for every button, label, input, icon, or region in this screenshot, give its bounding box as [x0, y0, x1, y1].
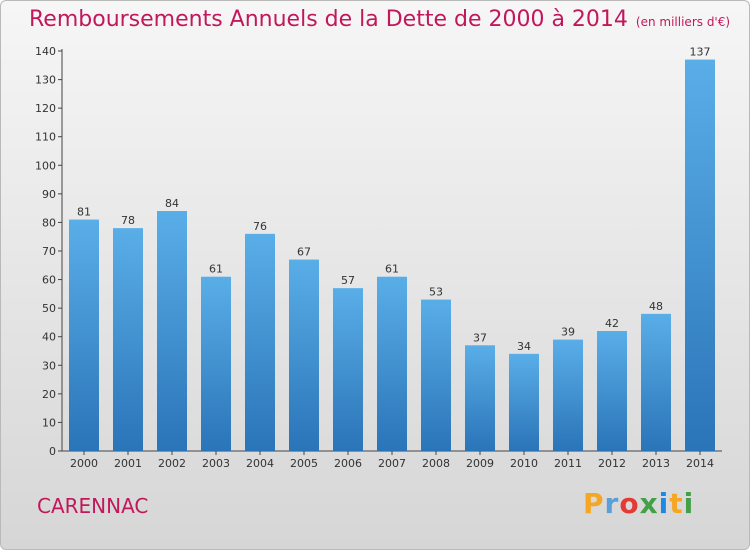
logo-letter: t [669, 487, 684, 520]
x-tick-label: 2009 [466, 457, 494, 470]
x-tick-label: 2001 [114, 457, 142, 470]
bar [201, 276, 231, 451]
y-tick-label: 0 [49, 445, 56, 458]
chart-title: Remboursements Annuels de la Dette de 20… [29, 7, 730, 32]
y-tick-label: 50 [42, 302, 56, 315]
bar [509, 353, 539, 451]
bar [157, 211, 187, 451]
y-tick-label: 80 [42, 216, 56, 229]
bar-value-label: 76 [253, 220, 267, 233]
bar [421, 299, 451, 451]
chart-unit-label: (en milliers d'€) [635, 15, 731, 29]
bar [465, 345, 495, 451]
y-tick-label: 10 [42, 416, 56, 429]
bar [685, 59, 715, 451]
x-tick-label: 2012 [598, 457, 626, 470]
logo-letter: P [583, 487, 605, 520]
x-tick-label: 2011 [554, 457, 582, 470]
bar-value-label: 37 [473, 331, 487, 344]
bar-value-label: 78 [121, 214, 135, 227]
x-tick-label: 2002 [158, 457, 186, 470]
bar-value-label: 57 [341, 274, 355, 287]
y-tick-label: 110 [35, 131, 56, 144]
bar-value-label: 39 [561, 326, 575, 339]
chart-title-text: Remboursements Annuels de la Dette de 20… [29, 7, 628, 32]
bar-value-label: 67 [297, 246, 311, 259]
place-name: CARENNAC [37, 494, 149, 518]
y-tick-label: 20 [42, 388, 56, 401]
bar [289, 259, 319, 451]
logo-letter: o [619, 487, 640, 520]
bar-value-label: 42 [605, 317, 619, 330]
logo-letter: i [658, 487, 670, 520]
y-tick-label: 60 [42, 274, 56, 287]
bar-value-label: 84 [165, 197, 179, 210]
bar-value-label: 53 [429, 286, 443, 299]
y-tick-label: 90 [42, 188, 56, 201]
bar [245, 233, 275, 451]
chart-bars [69, 59, 715, 451]
bar [597, 331, 627, 451]
bar-value-label: 137 [690, 46, 711, 59]
proxiti-logo: Proxiti [583, 487, 694, 520]
chart-value-labels: 81 78 84 61 76 67 57 61 53 37 34 39 42 48 137 [77, 46, 711, 353]
bar-value-label: 61 [209, 263, 223, 276]
bar [113, 228, 143, 451]
x-tick-label: 2014 [686, 457, 714, 470]
logo-letter: i [683, 487, 695, 520]
bar-value-label: 48 [649, 300, 663, 313]
x-tick-label: 2005 [290, 457, 318, 470]
y-tick-label: 140 [35, 45, 56, 58]
y-tick-label: 30 [42, 359, 56, 372]
y-tick-label: 100 [35, 159, 56, 172]
logo-letter: x [639, 487, 659, 520]
x-tick-label: 2003 [202, 457, 230, 470]
chart-axes: 0 10 20 30 40 50 60 70 80 90 100 110 120 130 140 2000 20… [35, 45, 722, 470]
bar [377, 276, 407, 451]
y-tick-label: 40 [42, 331, 56, 344]
x-tick-label: 2004 [246, 457, 274, 470]
x-tick-label: 2007 [378, 457, 406, 470]
bar-value-label: 81 [77, 206, 91, 219]
x-tick-label: 2006 [334, 457, 362, 470]
bar [333, 288, 363, 451]
y-tick-label: 130 [35, 74, 56, 87]
x-tick-label: 2008 [422, 457, 450, 470]
bar-value-label: 61 [385, 263, 399, 276]
bar [69, 219, 99, 451]
x-tick-label: 2013 [642, 457, 670, 470]
bar [641, 313, 671, 451]
logo-letter: r [604, 487, 620, 520]
bar [553, 339, 583, 451]
y-tick-label: 70 [42, 245, 56, 258]
y-tick-label: 120 [35, 102, 56, 115]
x-tick-label: 2010 [510, 457, 538, 470]
x-tick-label: 2000 [70, 457, 98, 470]
bar-value-label: 34 [517, 340, 531, 353]
